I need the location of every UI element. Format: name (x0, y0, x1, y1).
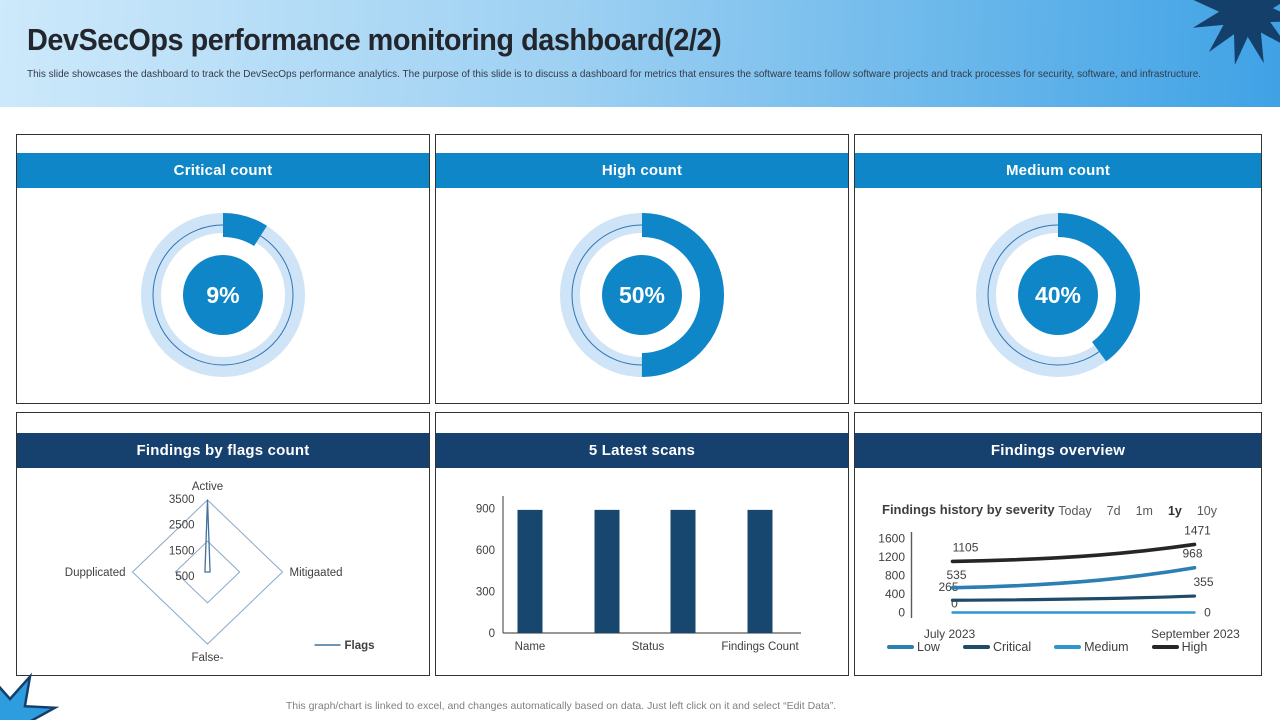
svg-text:July 2023: July 2023 (924, 627, 976, 641)
svg-text:1600: 1600 (878, 532, 905, 546)
svg-text:300: 300 (476, 587, 495, 599)
legend-label: High (1181, 640, 1208, 654)
svg-text:968: 968 (1182, 547, 1202, 561)
legend-item-high: High (1151, 640, 1208, 654)
panel-latest-scans: 5 Latest scans 0 300 600 900 Name Status Findi… (435, 412, 849, 676)
panel-title: Medium count (855, 153, 1261, 188)
range-option-10y[interactable]: 10y (1196, 504, 1217, 518)
panel-title: Critical count (17, 153, 429, 188)
svg-text:800: 800 (885, 569, 905, 583)
legend-item-low: Low (887, 640, 940, 654)
legend-swatch (887, 645, 914, 649)
svg-text:Findings Count: Findings Count (721, 641, 799, 653)
header-band: DevSecOps performance monitoring dashboa… (0, 0, 1280, 107)
time-range-selector: Today 7d 1m 1y 10y (1058, 504, 1217, 518)
panel-findings-overview: Findings overview Findings history by se… (854, 412, 1262, 676)
svg-text:9%: 9% (206, 282, 239, 308)
svg-text:535: 535 (946, 568, 966, 582)
latest-scans-bar-chart[interactable]: 0 300 600 900 Name Status Findings Count (436, 468, 844, 675)
findings-history-subtitle: Findings history by severity (882, 502, 1055, 517)
footer-note: This graph/chart is linked to excel, and… (285, 700, 837, 712)
svg-text:September 2023: September 2023 (1151, 627, 1240, 641)
svg-text:400: 400 (885, 587, 905, 601)
svg-text:1105: 1105 (953, 540, 979, 554)
page-title: DevSecOps performance monitoring dashboa… (27, 22, 722, 57)
svg-text:0: 0 (951, 597, 958, 611)
starburst-icon (1192, 0, 1280, 65)
critical-count-donut-chart[interactable]: 9% (133, 205, 313, 385)
svg-text:Flags: Flags (345, 640, 375, 652)
svg-text:False-: False- (192, 652, 224, 664)
svg-text:0: 0 (898, 606, 905, 620)
svg-text:1471: 1471 (1184, 523, 1211, 537)
svg-text:Status: Status (632, 641, 665, 653)
svg-text:355: 355 (1193, 575, 1213, 589)
svg-text:Dupplicated: Dupplicated (65, 567, 126, 579)
page-subtitle: This slide showcases the dashboard to tr… (27, 69, 1202, 80)
range-option-today[interactable]: Today (1058, 504, 1092, 518)
svg-text:1200: 1200 (878, 550, 905, 564)
svg-text:Name: Name (515, 641, 546, 653)
legend-item-critical: Critical (962, 640, 1032, 654)
legend-label: Medium (1084, 640, 1129, 654)
panel-title: Findings overview (855, 433, 1261, 468)
range-option-7d[interactable]: 7d (1106, 504, 1121, 518)
legend-item-medium: Medium (1054, 640, 1129, 654)
range-option-1m[interactable]: 1m (1135, 504, 1153, 518)
legend-label: Low (917, 640, 940, 654)
chart-legend: Low Critical Medium High (887, 640, 1207, 654)
legend-label: Critical (992, 640, 1032, 654)
legend-swatch (1151, 645, 1179, 649)
legend-swatch (962, 645, 990, 649)
medium-count-donut-chart[interactable]: 40% (968, 205, 1148, 385)
starburst-icon (0, 672, 60, 720)
svg-text:0: 0 (489, 628, 495, 640)
svg-text:Mitigaated: Mitigaated (290, 567, 343, 579)
svg-text:40%: 40% (1035, 282, 1081, 308)
panel-high-count: High count 50% (435, 134, 849, 404)
panel-title: 5 Latest scans (436, 433, 848, 468)
svg-text:Active: Active (192, 481, 223, 493)
findings-overview-line-chart[interactable]: 1600 1200 800 400 0 0 0 265 355 535 968 1105 1471 Jul… (855, 468, 1260, 677)
panel-findings-by-flags: Findings by flags count 500 1500 2500 3500 A… (16, 412, 430, 676)
svg-text:50%: 50% (619, 282, 665, 308)
legend-swatch (1054, 645, 1082, 649)
svg-text:500: 500 (175, 571, 194, 583)
svg-text:900: 900 (476, 504, 495, 516)
svg-text:600: 600 (476, 545, 495, 557)
panel-title: Findings by flags count (17, 433, 429, 468)
svg-text:265: 265 (938, 580, 958, 594)
svg-text:2500: 2500 (169, 520, 195, 532)
svg-text:3500: 3500 (169, 494, 195, 506)
range-option-1y[interactable]: 1y (1167, 504, 1182, 518)
svg-text:1500: 1500 (169, 545, 195, 557)
panel-medium-count: Medium count 40% (854, 134, 1262, 404)
panel-title: High count (436, 153, 848, 188)
high-count-donut-chart[interactable]: 50% (552, 205, 732, 385)
panel-critical-count: Critical count 9% (16, 134, 430, 404)
svg-text:0: 0 (1204, 606, 1211, 620)
